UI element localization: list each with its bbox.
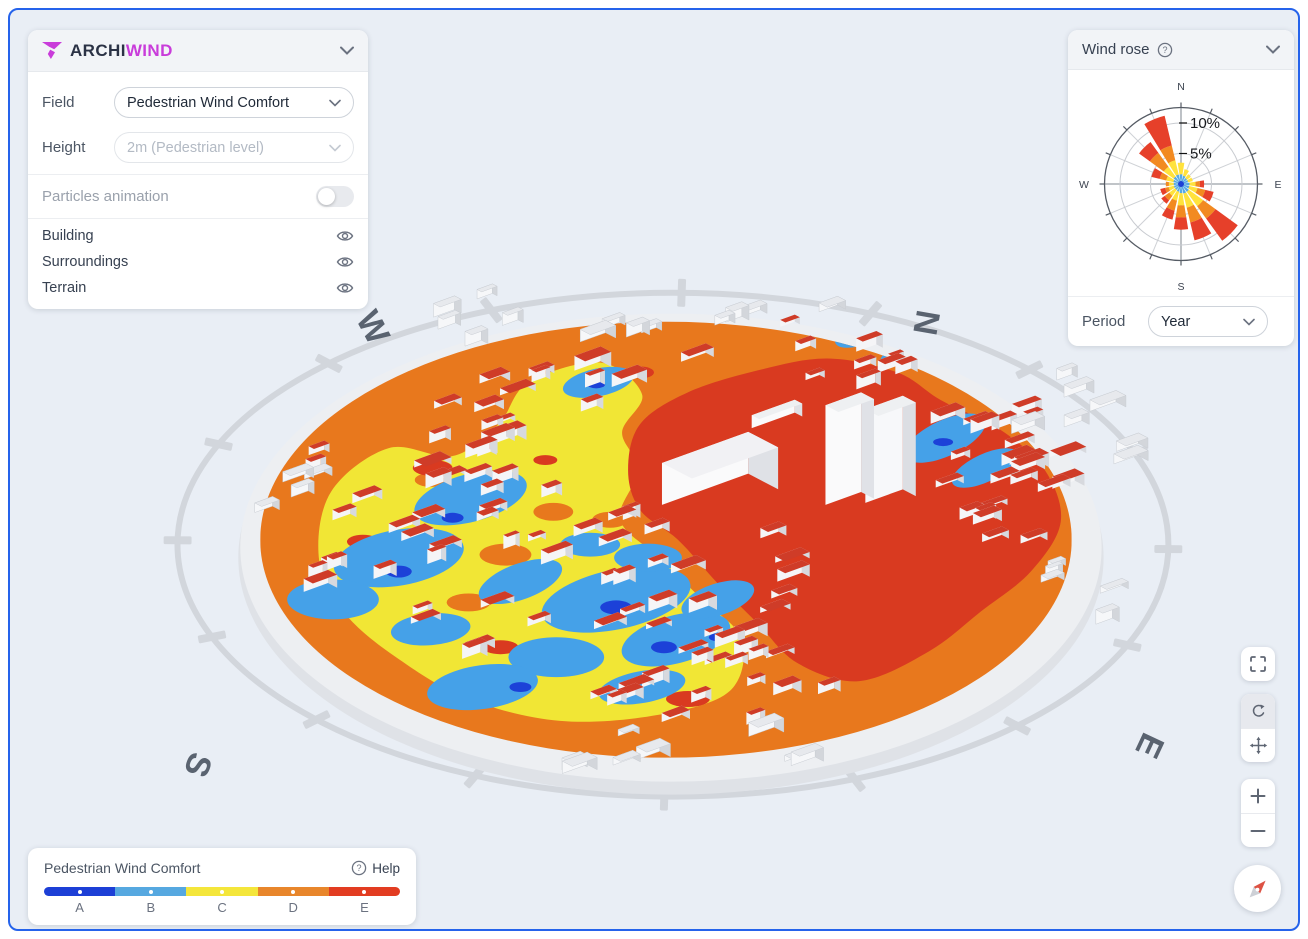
legend-class-label-C: C bbox=[217, 900, 227, 915]
zoom-in-button[interactable] bbox=[1241, 779, 1275, 813]
particles-row: Particles animation bbox=[28, 179, 368, 214]
help-icon[interactable]: ? bbox=[1157, 42, 1173, 58]
height-row: Height 2m (Pedestrian level) bbox=[28, 125, 368, 170]
rotate-pan-control bbox=[1241, 694, 1275, 762]
fullscreen-icon bbox=[1250, 656, 1266, 672]
height-select: 2m (Pedestrian level) bbox=[114, 132, 354, 163]
field-row: Field Pedestrian Wind Comfort bbox=[28, 80, 368, 125]
period-row: Period Year bbox=[1068, 296, 1294, 346]
app-frame: N W S E ARCHIWIND Field Pedestrian Wind Com… bbox=[8, 8, 1300, 931]
period-select-value: Year bbox=[1161, 313, 1191, 330]
eye-icon bbox=[336, 257, 354, 267]
legend-colorbar bbox=[44, 887, 400, 896]
plus-icon bbox=[1250, 788, 1266, 804]
legend-segment-D bbox=[257, 887, 329, 896]
field-select-value: Pedestrian Wind Comfort bbox=[127, 94, 289, 111]
layer-row-building: Building bbox=[28, 223, 368, 249]
field-select[interactable]: Pedestrian Wind Comfort bbox=[114, 87, 354, 118]
building-visibility-button[interactable] bbox=[336, 229, 354, 243]
zoom-out-button[interactable] bbox=[1241, 813, 1275, 847]
legend-class-label-E: E bbox=[360, 900, 369, 915]
layer-row-surroundings: Surroundings bbox=[28, 249, 368, 275]
compass-needle-icon bbox=[1249, 880, 1266, 897]
svg-text:?: ? bbox=[357, 863, 362, 873]
legend-segment-C bbox=[186, 887, 258, 896]
surroundings-visibility-button[interactable] bbox=[336, 255, 354, 269]
svg-text:10%: 10% bbox=[1190, 115, 1220, 132]
period-label: Period bbox=[1082, 313, 1126, 330]
legend-class-label-D: D bbox=[288, 900, 298, 915]
viewport-3d[interactable]: N W S E bbox=[10, 10, 1298, 929]
settings-collapse-button[interactable] bbox=[340, 46, 354, 55]
svg-text:5%: 5% bbox=[1190, 146, 1212, 163]
chevron-down-icon bbox=[329, 144, 341, 152]
terrain-visibility-button[interactable] bbox=[336, 281, 354, 295]
particles-label: Particles animation bbox=[42, 188, 169, 205]
brand-logo: ARCHIWIND bbox=[42, 41, 173, 61]
settings-panel-header: ARCHIWIND bbox=[28, 30, 368, 72]
legend-segment-A bbox=[44, 887, 116, 896]
wind-rose-title: Wind rose bbox=[1082, 41, 1150, 58]
compass-letter: W bbox=[348, 304, 397, 350]
legend-class-labels: A B C D E bbox=[44, 900, 400, 915]
layer-row-terrain: Terrain bbox=[28, 275, 368, 301]
compass-letter: N bbox=[905, 307, 947, 338]
svg-text:W: W bbox=[1079, 179, 1089, 191]
chevron-down-icon bbox=[1243, 318, 1255, 326]
brand-text-secondary: WIND bbox=[125, 40, 173, 60]
wind-rose-collapse-button[interactable] bbox=[1266, 45, 1280, 54]
help-icon: ? bbox=[351, 860, 367, 876]
legend-help-label: Help bbox=[372, 860, 400, 876]
legend-panel: Pedestrian Wind Comfort ? Help A B C D E bbox=[28, 848, 416, 925]
wind-rose-panel-header: Wind rose ? bbox=[1068, 30, 1294, 70]
layer-label-building: Building bbox=[42, 228, 94, 244]
pan-icon bbox=[1249, 736, 1267, 755]
chevron-down-icon bbox=[340, 46, 354, 55]
layer-label-terrain: Terrain bbox=[42, 280, 87, 296]
reset-north-button[interactable] bbox=[1234, 865, 1281, 912]
fullscreen-control bbox=[1241, 647, 1275, 681]
compass-letter: E bbox=[1127, 727, 1171, 764]
wind-rose-chart: 10% 5% N S E W bbox=[1068, 70, 1294, 296]
svg-text:E: E bbox=[1274, 179, 1281, 191]
height-label: Height bbox=[42, 139, 86, 156]
svg-text:N: N bbox=[1177, 81, 1185, 93]
legend-class-label-B: B bbox=[146, 900, 156, 915]
particles-toggle[interactable] bbox=[316, 186, 354, 207]
chevron-down-icon bbox=[329, 99, 341, 107]
svg-text:S: S bbox=[1177, 281, 1184, 293]
svg-text:?: ? bbox=[1162, 45, 1167, 55]
brand-text-primary: ARCHI bbox=[70, 40, 126, 60]
layer-label-surroundings: Surroundings bbox=[42, 254, 129, 270]
wind-rose-panel: Wind rose ? 10% 5% N S E W Period Year bbox=[1068, 30, 1294, 346]
chevron-down-icon bbox=[1266, 45, 1280, 54]
buildings-layer bbox=[254, 283, 1149, 774]
minus-icon bbox=[1250, 829, 1266, 832]
height-select-value: 2m (Pedestrian level) bbox=[127, 139, 264, 156]
fullscreen-button[interactable] bbox=[1241, 647, 1275, 681]
legend-help-button[interactable]: ? Help bbox=[351, 860, 400, 876]
zoom-control bbox=[1241, 779, 1275, 847]
archiwind-logo-icon bbox=[42, 41, 62, 59]
settings-panel: ARCHIWIND Field Pedestrian Wind Comfort … bbox=[28, 30, 368, 309]
period-select[interactable]: Year bbox=[1148, 306, 1268, 337]
rotate-icon bbox=[1252, 704, 1265, 717]
legend-segment-E bbox=[328, 887, 400, 896]
eye-icon bbox=[336, 231, 354, 241]
compass-letter: S bbox=[176, 747, 220, 782]
legend-class-label-A: A bbox=[75, 900, 84, 915]
legend-segment-B bbox=[115, 887, 187, 896]
rotate-mode-button[interactable] bbox=[1241, 694, 1275, 728]
pan-mode-button[interactable] bbox=[1241, 728, 1275, 762]
legend-title: Pedestrian Wind Comfort bbox=[44, 860, 201, 876]
eye-icon bbox=[336, 283, 354, 293]
field-label: Field bbox=[42, 94, 75, 111]
